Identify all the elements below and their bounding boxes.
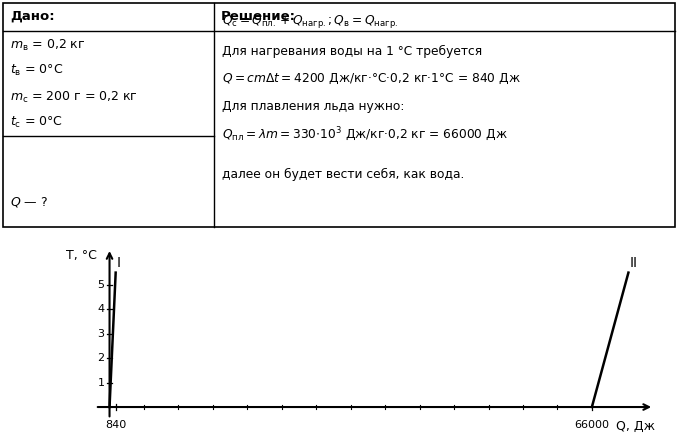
Text: 5: 5 [98,280,104,290]
Text: Для плавления льда нужно:: Для плавления льда нужно: [222,100,404,113]
Text: Дано:: Дано: [10,9,55,23]
Text: Для нагревания воды на 1 °C требуется: Для нагревания воды на 1 °C требуется [222,45,482,58]
Text: 840: 840 [105,421,126,430]
Text: 2: 2 [98,353,104,363]
Text: II: II [630,256,638,270]
Text: далее он будет вести себя, как вода.: далее он будет вести себя, как вода. [222,168,464,181]
Text: 4: 4 [98,304,104,314]
Text: $Q_{\rm пл} = \lambda m = 330{\cdot}10^3$ Дж/кг·0,2 кг = 66000 Дж: $Q_{\rm пл} = \lambda m = 330{\cdot}10^3… [222,125,508,143]
Text: $m_{\rm в}$ = 0,2 кг: $m_{\rm в}$ = 0,2 кг [10,38,85,54]
Text: Q, Дж: Q, Дж [616,421,656,434]
Text: $t_{\rm в}$ = 0°C: $t_{\rm в}$ = 0°C [10,62,63,78]
Text: $Q$ — ?: $Q$ — ? [10,195,48,209]
Text: $t_{\rm c}$ = 0°C: $t_{\rm c}$ = 0°C [10,116,63,130]
Text: Решение:: Решение: [220,9,296,23]
Text: $Q = cm\Delta t = 4200$ Дж/кг·°C·0,2 кг·1°C = 840 Дж: $Q = cm\Delta t = 4200$ Дж/кг·°C·0,2 кг·… [222,71,521,86]
Text: 3: 3 [98,329,104,339]
Text: T, °C: T, °C [66,249,96,262]
Text: I: I [117,256,121,270]
Text: 1: 1 [98,378,104,388]
Text: $Q_{\rm c} = Q_{\rm пл.} + Q_{\rm нагр.}; Q_{\rm в} = Q_{\rm нагр.}$: $Q_{\rm c} = Q_{\rm пл.} + Q_{\rm нагр.}… [222,13,398,30]
Text: 66000: 66000 [574,421,610,430]
Text: $m_{\rm c}$ = 200 г = 0,2 кг: $m_{\rm c}$ = 200 г = 0,2 кг [10,90,138,105]
